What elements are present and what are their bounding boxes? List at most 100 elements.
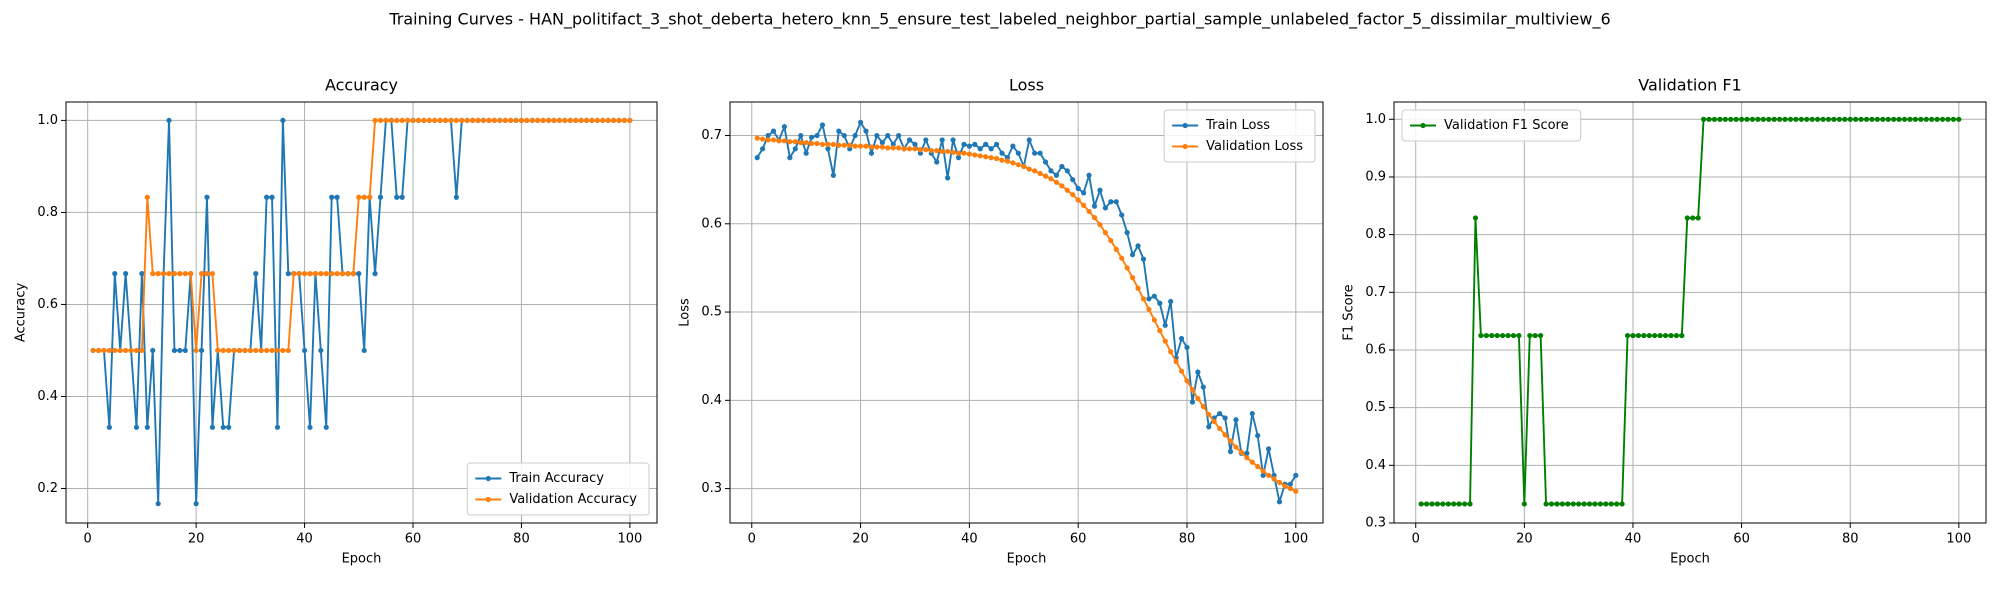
data-point — [814, 132, 820, 139]
data-point — [1178, 335, 1185, 342]
legend: Train Accuracy Validation Accuracy — [466, 462, 650, 516]
data-point — [999, 157, 1005, 163]
data-point — [1249, 410, 1255, 417]
data-point — [934, 159, 940, 165]
data-point — [868, 144, 875, 150]
data-point — [890, 145, 896, 151]
legend: Train Loss Validation Loss — [1163, 109, 1316, 163]
data-point — [1815, 116, 1821, 122]
data-point — [1244, 450, 1250, 456]
data-point — [1108, 199, 1114, 205]
axes-frame — [65, 101, 658, 524]
data-point — [1037, 150, 1043, 156]
data-point — [1782, 116, 1788, 122]
data-point — [1086, 208, 1092, 215]
data-point — [150, 271, 156, 277]
data-point — [1825, 116, 1832, 122]
data-point — [814, 140, 820, 147]
data-point — [556, 117, 563, 124]
data-point — [605, 117, 611, 124]
data-point — [1189, 399, 1196, 405]
data-point — [182, 347, 188, 354]
data-point — [611, 117, 617, 124]
data-point — [1032, 168, 1038, 174]
data-point — [188, 271, 194, 277]
x-tick-label: 80 — [1842, 532, 1859, 547]
data-point — [825, 146, 831, 152]
data-point — [421, 117, 427, 124]
x-tick-label: 40 — [296, 532, 313, 547]
data-point — [160, 271, 167, 277]
data-point — [442, 117, 449, 124]
data-point — [1798, 116, 1804, 122]
data-point — [1684, 215, 1690, 221]
data-point — [1679, 332, 1685, 339]
data-point — [1505, 332, 1511, 339]
data-point — [1831, 116, 1837, 122]
data-point — [874, 132, 880, 139]
data-point — [1151, 317, 1157, 323]
data-point — [616, 117, 622, 124]
legend-label: Validation F1 Score — [1444, 118, 1569, 133]
data-point — [551, 117, 557, 124]
data-point — [1233, 444, 1239, 450]
data-point — [1673, 332, 1680, 339]
x-tick-label: 100 — [617, 532, 642, 547]
data-point — [367, 194, 373, 200]
data-point — [1293, 488, 1299, 494]
data-point — [90, 347, 96, 354]
data-point — [1026, 166, 1032, 172]
data-point — [1233, 417, 1239, 423]
data-point — [1896, 116, 1902, 122]
series-line — [93, 119, 630, 504]
data-point — [144, 424, 150, 430]
x-tick-label: 60 — [1733, 532, 1750, 547]
data-point — [253, 271, 259, 277]
data-point — [453, 194, 459, 200]
data-point — [1184, 378, 1190, 384]
data-point — [242, 347, 248, 354]
axes-frame — [1393, 101, 1987, 524]
data-point — [798, 132, 804, 139]
data-point — [1102, 205, 1108, 211]
x-tick-label: 20 — [188, 532, 205, 547]
data-point — [480, 117, 487, 124]
data-point — [1787, 116, 1794, 122]
data-point — [1287, 485, 1293, 492]
data-point — [1467, 501, 1473, 507]
data-point — [1135, 285, 1141, 291]
data-point — [95, 347, 102, 354]
y-tick-label: 0.2 — [37, 481, 58, 496]
data-point — [220, 347, 226, 354]
y-tick-label: 1.0 — [1365, 112, 1386, 127]
legend-label: Train Loss — [1205, 118, 1270, 133]
data-point — [1929, 116, 1935, 122]
legend-marker — [485, 496, 491, 503]
data-point — [1146, 306, 1152, 313]
data-point — [182, 271, 188, 277]
data-point — [567, 117, 573, 124]
data-point — [470, 117, 476, 124]
data-point — [339, 271, 346, 277]
data-point — [1119, 255, 1125, 261]
data-point — [1200, 403, 1206, 410]
data-point — [972, 141, 978, 147]
data-point — [226, 347, 232, 354]
data-point — [1478, 332, 1484, 339]
data-point — [1151, 293, 1157, 299]
x-tick-label: 0 — [748, 532, 756, 547]
data-point — [852, 143, 858, 149]
data-point — [399, 117, 405, 124]
data-point — [983, 154, 989, 160]
data-point — [280, 117, 286, 124]
data-point — [177, 347, 183, 354]
subplot: Accuracy 0 20 40 60 80 100 0.2 0.4 0.6 0.8 1.0 Epoch… — [14, 76, 658, 567]
data-point — [301, 271, 308, 277]
data-point — [1820, 116, 1826, 122]
data-point — [1874, 116, 1880, 122]
data-point — [1157, 327, 1163, 334]
data-point — [1091, 203, 1098, 209]
y-tick-label: 0.6 — [1365, 342, 1386, 357]
data-point — [323, 424, 329, 430]
data-point — [1265, 446, 1272, 452]
